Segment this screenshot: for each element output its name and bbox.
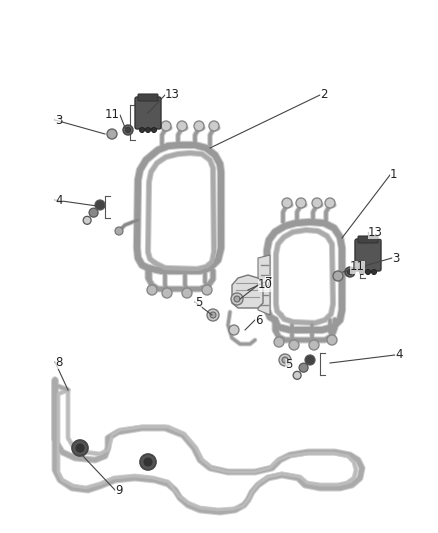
Circle shape xyxy=(347,270,353,274)
Text: 6: 6 xyxy=(255,313,262,327)
Circle shape xyxy=(282,357,288,363)
Circle shape xyxy=(152,127,156,133)
Circle shape xyxy=(139,127,145,133)
FancyBboxPatch shape xyxy=(358,236,378,243)
Circle shape xyxy=(115,227,123,235)
Circle shape xyxy=(371,270,377,274)
Circle shape xyxy=(207,309,219,321)
Circle shape xyxy=(76,444,84,452)
Text: 7: 7 xyxy=(265,276,272,288)
Text: 9: 9 xyxy=(115,483,123,497)
Circle shape xyxy=(289,340,299,350)
Text: 11: 11 xyxy=(350,261,365,273)
Circle shape xyxy=(95,200,105,210)
Polygon shape xyxy=(258,255,270,315)
Text: 4: 4 xyxy=(55,193,63,206)
Circle shape xyxy=(89,208,98,217)
Text: 3: 3 xyxy=(55,114,62,126)
Text: 13: 13 xyxy=(368,225,383,238)
Circle shape xyxy=(107,129,117,139)
Circle shape xyxy=(177,121,187,131)
Text: 11: 11 xyxy=(105,109,120,122)
Circle shape xyxy=(274,337,284,347)
Circle shape xyxy=(145,127,151,133)
Polygon shape xyxy=(232,275,263,308)
Text: 5: 5 xyxy=(195,295,202,309)
Text: 8: 8 xyxy=(55,356,62,368)
Circle shape xyxy=(161,121,171,131)
Circle shape xyxy=(279,354,291,366)
Circle shape xyxy=(296,198,306,208)
Text: 2: 2 xyxy=(320,88,328,101)
Circle shape xyxy=(140,454,156,470)
Circle shape xyxy=(360,270,364,274)
Text: 10: 10 xyxy=(258,279,273,292)
Text: 13: 13 xyxy=(165,88,180,101)
Circle shape xyxy=(309,340,319,350)
FancyBboxPatch shape xyxy=(138,94,158,101)
Circle shape xyxy=(365,270,371,274)
Circle shape xyxy=(312,198,322,208)
Circle shape xyxy=(83,216,91,224)
Circle shape xyxy=(229,325,239,335)
Circle shape xyxy=(162,288,172,298)
Circle shape xyxy=(325,198,335,208)
Circle shape xyxy=(305,355,315,365)
Circle shape xyxy=(231,293,243,305)
Circle shape xyxy=(234,296,240,302)
Circle shape xyxy=(345,267,355,277)
Text: 3: 3 xyxy=(392,252,399,264)
Circle shape xyxy=(210,312,216,318)
FancyBboxPatch shape xyxy=(135,97,161,129)
Circle shape xyxy=(182,288,192,298)
Circle shape xyxy=(72,440,88,456)
Circle shape xyxy=(282,198,292,208)
Circle shape xyxy=(147,285,157,295)
Circle shape xyxy=(144,458,152,466)
Text: 1: 1 xyxy=(390,168,398,182)
Text: 4: 4 xyxy=(395,349,403,361)
Circle shape xyxy=(123,125,133,135)
Circle shape xyxy=(126,127,131,133)
Circle shape xyxy=(327,335,337,345)
Circle shape xyxy=(209,121,219,131)
Circle shape xyxy=(293,372,301,379)
Text: 5: 5 xyxy=(285,359,293,372)
Circle shape xyxy=(299,363,308,372)
FancyBboxPatch shape xyxy=(355,239,381,271)
Circle shape xyxy=(194,121,204,131)
Circle shape xyxy=(333,271,343,281)
Circle shape xyxy=(202,285,212,295)
